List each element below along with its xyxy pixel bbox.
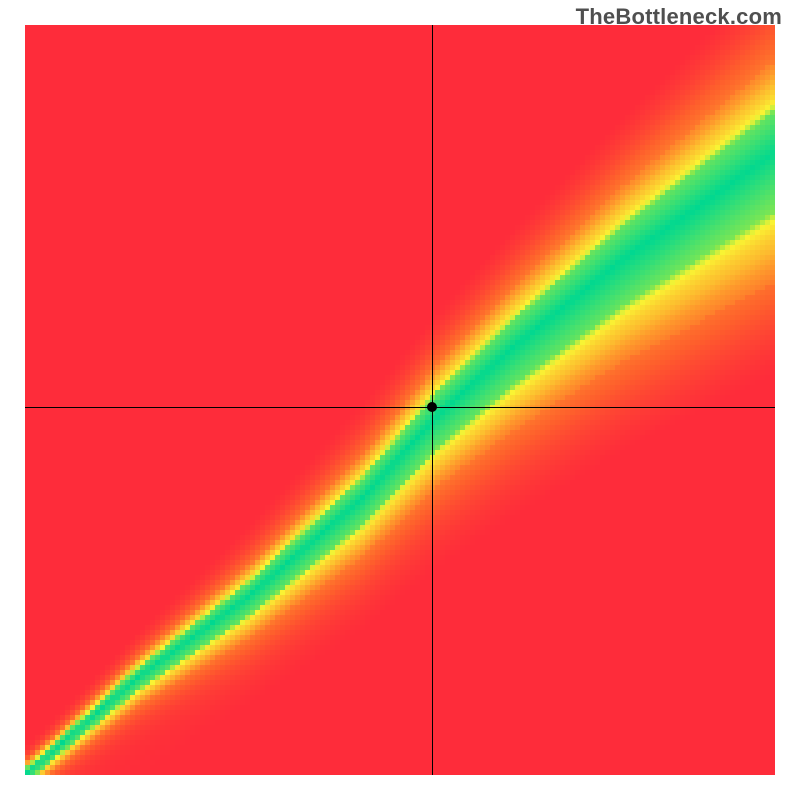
heatmap-canvas: [25, 25, 775, 775]
bottleneck-heatmap: [25, 25, 775, 775]
crosshair-vertical: [432, 25, 433, 775]
watermark-text: TheBottleneck.com: [576, 4, 782, 30]
crosshair-horizontal: [25, 407, 775, 408]
crosshair-marker: [427, 402, 437, 412]
